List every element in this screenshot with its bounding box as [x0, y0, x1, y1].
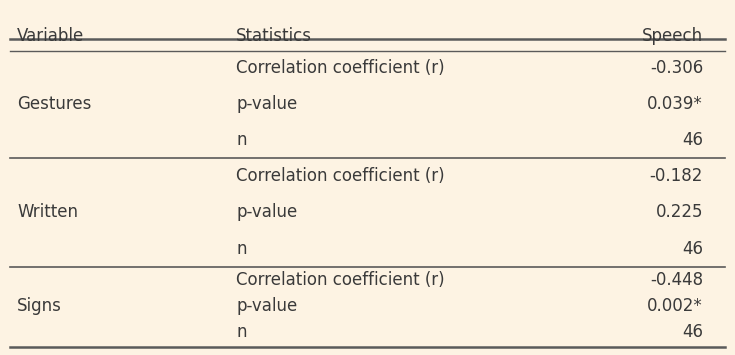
- Text: Variable: Variable: [18, 27, 85, 45]
- Text: 46: 46: [682, 323, 703, 341]
- Text: p-value: p-value: [236, 297, 298, 315]
- Text: n: n: [236, 131, 247, 149]
- Text: 0.039*: 0.039*: [648, 95, 703, 113]
- Text: Signs: Signs: [18, 297, 62, 315]
- Text: Statistics: Statistics: [236, 27, 312, 45]
- Text: -0.306: -0.306: [650, 59, 703, 77]
- Text: Correlation coefficient (r): Correlation coefficient (r): [236, 167, 445, 185]
- Text: Correlation coefficient (r): Correlation coefficient (r): [236, 271, 445, 289]
- Text: n: n: [236, 240, 247, 258]
- Text: 46: 46: [682, 131, 703, 149]
- Text: Written: Written: [18, 203, 79, 222]
- Text: -0.182: -0.182: [650, 167, 703, 185]
- Text: 0.225: 0.225: [656, 203, 703, 222]
- Text: n: n: [236, 323, 247, 341]
- Text: Correlation coefficient (r): Correlation coefficient (r): [236, 59, 445, 77]
- Text: -0.448: -0.448: [650, 271, 703, 289]
- Text: 0.002*: 0.002*: [648, 297, 703, 315]
- Text: p-value: p-value: [236, 95, 298, 113]
- Text: p-value: p-value: [236, 203, 298, 222]
- Text: Gestures: Gestures: [18, 95, 92, 113]
- Text: Speech: Speech: [642, 27, 703, 45]
- Text: 46: 46: [682, 240, 703, 258]
